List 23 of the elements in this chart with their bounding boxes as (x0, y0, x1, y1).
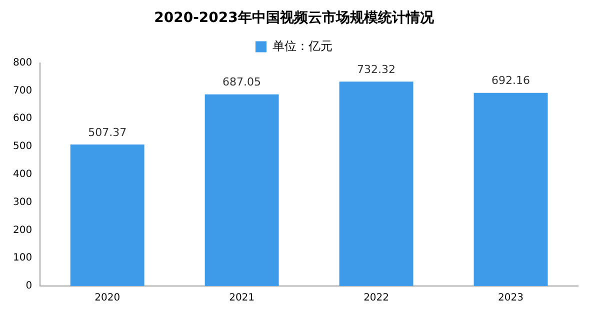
bar (339, 82, 414, 286)
y-tick-label: 400 (12, 168, 32, 180)
x-tick-label: 2023 (498, 292, 524, 304)
chart-title: 2020-2023年中国视频云市场规模统计情况 (154, 9, 435, 26)
y-tick-label: 300 (12, 196, 32, 208)
legend-label: 单位：亿元 (272, 38, 332, 53)
x-tick-label: 2021 (229, 292, 255, 304)
data-label: 692.16 (492, 74, 530, 88)
x-tick-label: 2020 (94, 292, 120, 304)
bar (70, 144, 144, 286)
data-label: 732.32 (357, 63, 396, 76)
x-tick-label: 2022 (364, 292, 390, 304)
bar (474, 92, 548, 286)
data-label: 507.37 (88, 126, 127, 139)
y-tick-label: 100 (12, 252, 32, 264)
y-tick-label: 200 (12, 224, 32, 236)
y-tick-label: 700 (12, 85, 32, 96)
data-label: 687.05 (222, 76, 262, 89)
y-tick-label: 600 (12, 113, 32, 124)
y-tick-label: 500 (12, 141, 32, 152)
bar (204, 94, 279, 286)
y-tick-label: 800 (12, 57, 32, 68)
y-tick-label: 0 (26, 280, 32, 292)
